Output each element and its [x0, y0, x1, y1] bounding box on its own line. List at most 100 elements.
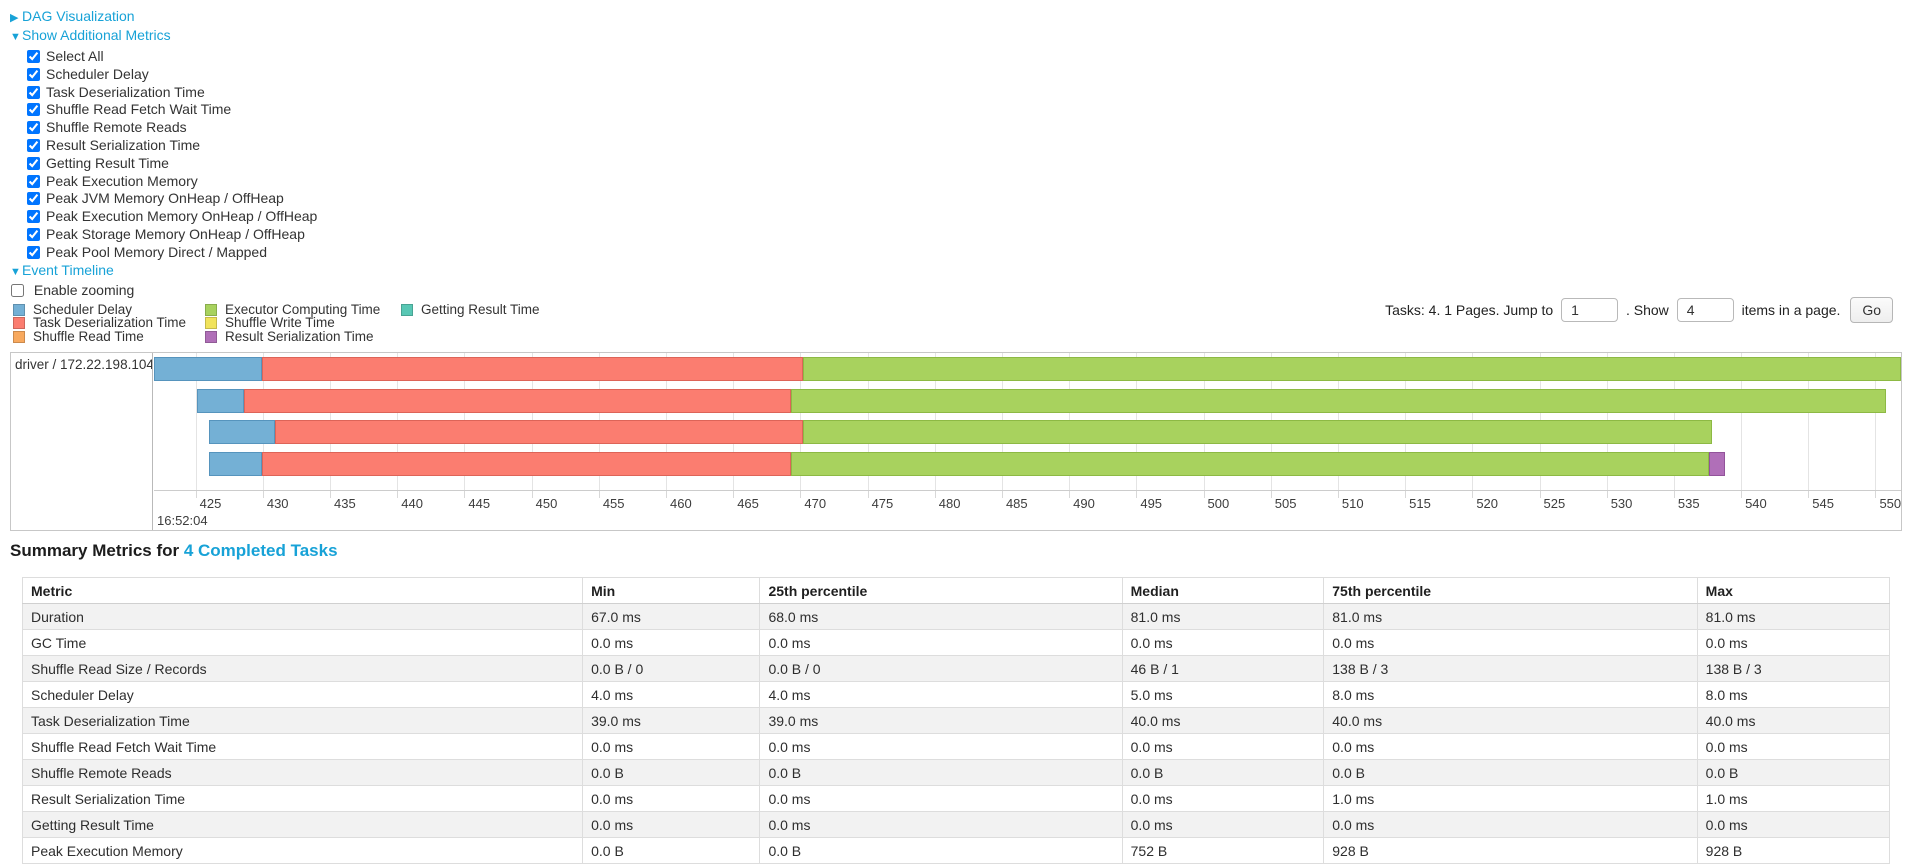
metric-name-cell: Peak Execution Memory [21, 837, 584, 864]
timeline-tick-icon [531, 491, 533, 498]
timeline-tick-label: 455 [602, 496, 625, 511]
timeline-bar-segment-scheduler-delay[interactable] [209, 452, 262, 476]
timeline-tick-label: 525 [1543, 496, 1566, 511]
timeline-bar-segment-task-deserialization-time[interactable] [274, 420, 804, 444]
timeline-bar-segment-task-deserialization-time[interactable] [261, 452, 791, 476]
timeline-tick-icon [1472, 491, 1474, 498]
checkbox-task-deserialization-time[interactable] [27, 85, 40, 99]
timeline-tick-label: 535 [1677, 496, 1700, 511]
checkbox-peak-execution-memory-onheap-offheap[interactable] [27, 210, 40, 224]
timeline-tick-icon [800, 491, 802, 498]
timeline-bar-segment-executor-computing-time[interactable] [803, 357, 1901, 381]
show-additional-metrics-toggle[interactable]: ▼Show Additional Metrics [10, 27, 317, 46]
legend-item-shuffle-read-time: Shuffle Read Time [13, 330, 205, 343]
completed-tasks-link[interactable]: 4 Completed Tasks [183, 541, 338, 560]
metric-label-select-all: Select All [46, 48, 104, 64]
metric-name-cell: Shuffle Remote Reads [21, 759, 584, 786]
metric-value-cell: 0.0 ms [1121, 785, 1325, 812]
metric-label-scheduler-delay: Scheduler Delay [46, 65, 149, 82]
metric-label-peak-execution-memory: Peak Execution Memory [46, 172, 198, 189]
metric-value-cell: 46 B / 1 [1121, 655, 1325, 682]
timeline-tick-icon [1673, 491, 1675, 498]
metric-value-cell: 40.0 ms [1121, 707, 1325, 734]
metric-checkbox-row-scheduler-delay: Scheduler Delay [27, 66, 317, 84]
metric-checkbox-row-peak-execution-memory-onheap-offheap: Peak Execution Memory OnHeap / OffHeap [27, 208, 317, 226]
metric-checkbox-row-getting-result-time: Getting Result Time [27, 155, 317, 173]
table-row-duration: Duration 67.0 ms 68.0 ms 81.0 ms 81.0 ms 81.0… [21, 603, 1891, 630]
timeline-tick-label: 435 [334, 496, 356, 511]
timeline-tick-icon [1337, 491, 1339, 498]
jump-to-page-input[interactable] [1561, 298, 1619, 322]
timeline-bar-segment-scheduler-delay[interactable] [154, 357, 262, 381]
summary-metrics-heading: Summary Metrics for 4 Completed Tasks [10, 541, 338, 561]
metric-value-cell: 0.0 B [582, 837, 761, 864]
timeline-tick-icon [934, 491, 936, 498]
legend-swatch-task-deserialization-time-icon [13, 317, 25, 330]
metric-value-cell: 928 B [1696, 837, 1891, 864]
metric-value-cell: 138 B / 3 [1323, 655, 1698, 682]
timeline-tick-label: 500 [1207, 496, 1230, 511]
metric-value-cell: 0.0 ms [582, 629, 761, 656]
timeline-tick-icon [1875, 491, 1877, 498]
metric-value-cell: 0.0 B / 0 [759, 655, 1123, 682]
event-timeline-toggle[interactable]: ▼Event Timeline [10, 262, 317, 281]
legend-item-scheduler-delay: Scheduler Delay [13, 303, 205, 316]
timeline-axis-base-time: 16:52:04 [157, 513, 208, 528]
dag-visualization-label: DAG Visualization [22, 8, 135, 24]
timeline-tick-label: 445 [468, 496, 491, 511]
column-header-median: Median [1121, 577, 1325, 604]
items-per-page-input[interactable] [1676, 298, 1734, 322]
checkbox-shuffle-read-fetch-wait-time[interactable] [27, 103, 40, 117]
timeline-bar-segment-task-deserialization-time[interactable] [261, 357, 804, 381]
timeline-tick-icon [1405, 491, 1407, 498]
legend-item-executor-computing-time: Executor Computing Time [205, 303, 401, 316]
tasks-count-text: Tasks: 4. 1 Pages. Jump to [1385, 302, 1554, 318]
metric-label-shuffle-read-fetch-wait-time: Shuffle Read Fetch Wait Time [46, 101, 232, 118]
enable-zooming-checkbox[interactable] [11, 283, 24, 297]
timeline-bar-segment-scheduler-delay[interactable] [209, 420, 275, 444]
metric-name-cell: Task Deserialization Time [21, 707, 584, 734]
column-header-75th-percentile: 75th percentile [1323, 577, 1698, 604]
checkbox-peak-execution-memory[interactable] [27, 174, 40, 188]
metric-value-cell: 0.0 ms [759, 629, 1123, 656]
checkbox-result-serialization-time[interactable] [27, 138, 40, 152]
timeline-tick-icon [195, 491, 197, 498]
dag-visualization-toggle[interactable]: ▶ DAG Visualization [10, 8, 317, 27]
timeline-bar-segment-result-serialization-time[interactable] [1708, 452, 1725, 476]
checkbox-peak-storage-memory-onheap-offheap[interactable] [27, 227, 40, 241]
metric-checkbox-row-task-deserialization-time: Task Deserialization Time [27, 84, 317, 102]
timeline-bar-segment-executor-computing-time[interactable] [790, 452, 1709, 476]
timeline-tick-icon [262, 491, 264, 498]
timeline-bar-segment-executor-computing-time[interactable] [803, 420, 1712, 444]
legend-item-getting-result-time: Getting Result Time [401, 303, 540, 316]
checkbox-shuffle-remote-reads[interactable] [27, 121, 40, 135]
timeline-tick-icon [1203, 491, 1205, 498]
timeline-bar-segment-executor-computing-time[interactable] [790, 389, 1887, 413]
timeline-tick-icon [1539, 491, 1541, 498]
column-header-min: Min [582, 577, 761, 604]
metric-value-cell: 0.0 ms [1696, 629, 1891, 656]
checkbox-getting-result-time[interactable] [27, 156, 40, 170]
metric-value-cell: 68.0 ms [759, 603, 1123, 630]
checkbox-select-all[interactable] [27, 50, 40, 63]
metric-value-cell: 752 B [1121, 837, 1325, 864]
additional-metrics-list: Select All Scheduler Delay Task Deserializ… [27, 48, 317, 262]
metric-value-cell: 0.0 ms [582, 733, 761, 760]
metric-checkbox-row-peak-execution-memory: Peak Execution Memory [27, 173, 317, 191]
legend-swatch-scheduler-delay-icon [13, 304, 25, 316]
metric-label-peak-storage-memory-onheap-offheap: Peak Storage Memory OnHeap / OffHeap [46, 225, 305, 242]
checkbox-scheduler-delay[interactable] [27, 67, 40, 81]
column-header-25th-percentile: 25th percentile [759, 577, 1123, 604]
timeline-tick-label: 450 [535, 496, 558, 511]
timeline-bar-segment-task-deserialization-time[interactable] [244, 389, 791, 413]
checkbox-peak-jvm-memory-onheap-offheap[interactable] [27, 192, 40, 206]
metric-value-cell: 0.0 ms [759, 811, 1123, 838]
legend-item-task-deserialization-time: Task Deserialization Time [13, 316, 205, 330]
timeline-bar-segment-scheduler-delay[interactable] [197, 389, 245, 413]
timeline-tick-label: 510 [1341, 496, 1364, 511]
table-row-task-deserialization-time: Task Deserialization Time 39.0 ms 39.0 ms 4… [21, 707, 1891, 734]
checkbox-peak-pool-memory-direct-mapped[interactable] [27, 245, 40, 259]
go-button[interactable]: Go [1850, 297, 1893, 323]
timeline-gridline [1808, 353, 1810, 490]
timeline-tick-icon [397, 491, 399, 498]
